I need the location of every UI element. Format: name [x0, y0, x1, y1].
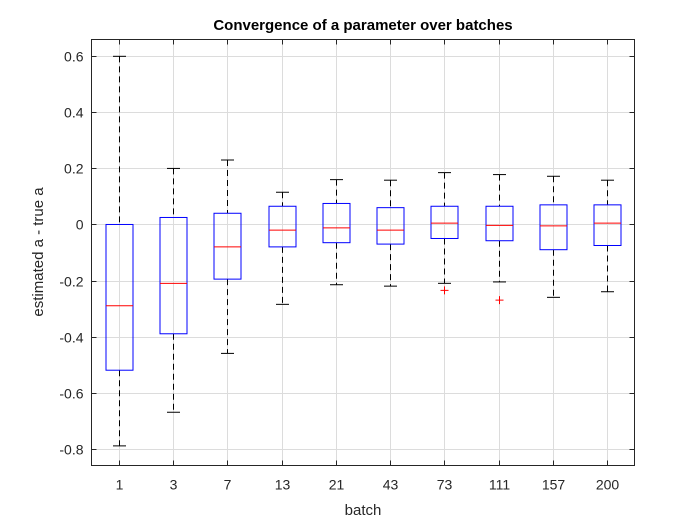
iqr-box [485, 205, 514, 242]
boxes-layer [105, 55, 622, 447]
y-tick-label: -0.6 [59, 386, 83, 402]
x-tick-label: 13 [275, 477, 291, 493]
iqr-box [539, 204, 568, 251]
y-tick-label: -0.4 [59, 330, 83, 346]
outlier-marker [495, 296, 504, 305]
outlier-marker [440, 286, 449, 295]
y-tick-label: -0.2 [59, 274, 83, 290]
x-tick-label: 43 [383, 477, 399, 493]
box-group-200 [593, 179, 622, 293]
x-tick-label: 3 [170, 477, 178, 493]
x-tick-label: 200 [596, 477, 620, 493]
iqr-box [213, 212, 242, 280]
iqr-box [376, 207, 405, 245]
box-group-73 [430, 172, 459, 295]
y-tick-label: 0.4 [64, 105, 84, 121]
box-group-43 [376, 179, 405, 287]
box-group-157 [539, 175, 568, 298]
y-tick-label: -0.8 [59, 442, 83, 458]
labels-layer: 0.60.40.20-0.2-0.4-0.6-0.81 3 7 13 21 43 73 111… [59, 49, 619, 493]
x-tick-label: 73 [437, 477, 453, 493]
plot-frame [91, 39, 635, 466]
box-group-1 [105, 55, 134, 447]
y-axis-title: estimated a - true a [30, 187, 47, 317]
x-tick-label: 157 [542, 477, 566, 493]
grid-layer [91, 39, 635, 466]
box-group-111 [485, 174, 514, 305]
iqr-box [159, 216, 188, 335]
y-tick-label: 0.2 [64, 161, 84, 177]
x-tick-label: 1 [116, 477, 124, 493]
x-axis-title: batch [345, 502, 382, 519]
chart-title: Convergence of a parameter over batches [213, 17, 512, 34]
x-tick-label: 7 [224, 477, 232, 493]
box-group-13 [268, 191, 297, 305]
iqr-box [268, 205, 297, 248]
x-tick-label: 21 [329, 477, 345, 493]
y-tick-label: 0.6 [64, 49, 84, 65]
x-tick-label: 111 [489, 477, 510, 493]
box-group-7 [213, 159, 242, 354]
iqr-box [593, 204, 622, 246]
ticks-layer [91, 39, 635, 466]
y-tick-label: 0 [76, 217, 84, 233]
iqr-box [105, 223, 134, 371]
box-group-3 [159, 167, 188, 413]
iqr-box [322, 202, 351, 244]
iqr-box [430, 205, 459, 239]
box-group-21 [322, 179, 351, 286]
